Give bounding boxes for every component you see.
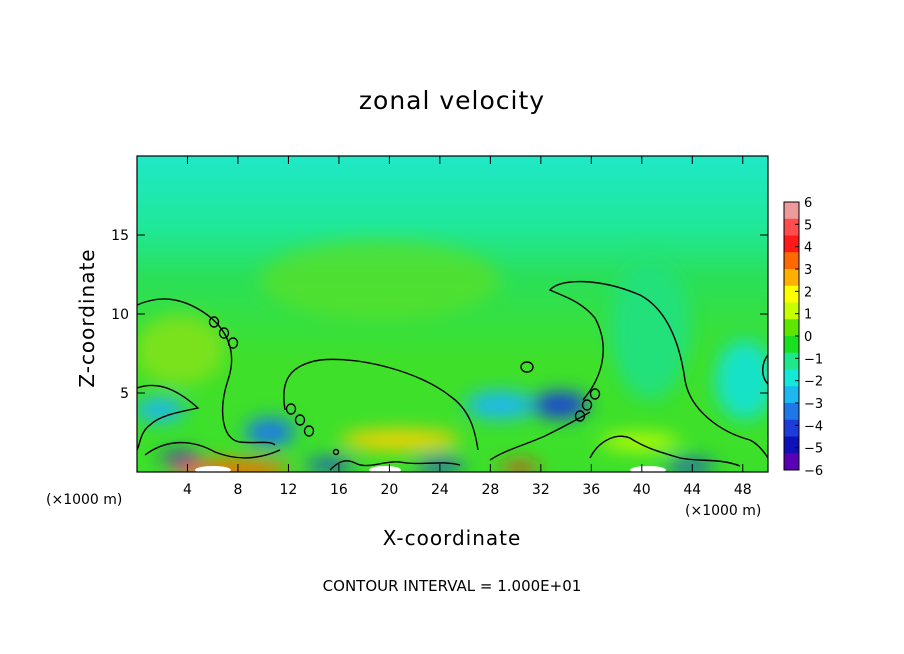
colorbar-segment	[784, 403, 799, 421]
colorbar-tick-label: 0	[804, 330, 812, 345]
contour-loop	[574, 410, 586, 422]
colorbar-segment	[784, 218, 799, 236]
field-blob	[137, 315, 225, 385]
colorbar-tick-label: 5	[804, 218, 812, 233]
field-blob	[610, 260, 690, 400]
contour-line	[137, 298, 276, 446]
surface-patch	[369, 466, 401, 472]
chart-title: zonal velocity	[358, 86, 546, 115]
surface-patch	[630, 466, 666, 472]
colorbar-segment	[784, 336, 799, 354]
colorbar-segment	[784, 453, 799, 471]
field-blob	[260, 240, 500, 320]
x-tick-label: 4	[183, 482, 192, 498]
field-blob	[160, 452, 200, 464]
colorbar-tick-label: 2	[804, 285, 812, 300]
contour-loop	[285, 403, 297, 415]
field-blob	[245, 418, 295, 446]
x-tick-label: 40	[633, 482, 651, 498]
contour-loop	[227, 337, 239, 349]
field-blob	[532, 392, 588, 418]
field-blob	[465, 391, 535, 419]
contour-loop	[332, 448, 340, 456]
contour-loop	[303, 425, 315, 437]
colorbar-segment	[784, 436, 799, 454]
x-unit-label-left: (×1000 m)	[46, 492, 123, 508]
colorbar-tick-label: −4	[804, 419, 823, 434]
colorbar-tick-label: 4	[804, 241, 812, 256]
contour-line	[137, 384, 200, 451]
x-tick-label: 48	[734, 482, 752, 498]
colorbar-segment	[784, 269, 799, 287]
colorbar-segment	[784, 202, 799, 220]
field-blob	[600, 434, 680, 450]
contour-lines	[137, 280, 768, 471]
contour-loop	[294, 414, 306, 426]
x-tick-label: 32	[532, 482, 550, 498]
contour-line	[589, 435, 741, 467]
colorbar-tick-label: −5	[804, 442, 823, 457]
contour-line	[283, 358, 479, 451]
field-blob	[500, 463, 540, 472]
contour-loop	[218, 327, 230, 339]
x-unit-label-right: (×1000 m)	[685, 503, 762, 519]
y-tick-label: 10	[111, 307, 129, 323]
colorbar-tick-label: −2	[804, 375, 823, 390]
colorbar-segment	[784, 419, 799, 437]
contour-loop	[581, 399, 593, 411]
x-tick-label: 12	[280, 482, 298, 498]
colorbar-segment	[784, 235, 799, 253]
contour-interval-note: CONTOUR INTERVAL = 1.000E+01	[322, 577, 582, 595]
contour-loop	[520, 361, 534, 373]
colorbar-segment	[784, 386, 799, 404]
x-axis: 4 8 12 16 20 24 28 32 36 40 44 48	[183, 156, 752, 498]
contour-loop	[208, 316, 220, 328]
colorbar-tick-label: 6	[804, 196, 812, 211]
y-tick-label: 5	[120, 386, 129, 402]
field-blob	[340, 430, 460, 450]
colorbar-segment	[784, 302, 799, 320]
field-blobs	[137, 240, 768, 472]
contour-line	[762, 354, 768, 385]
x-tick-label: 44	[683, 482, 701, 498]
field-blob	[137, 398, 185, 422]
y-tick-label: 15	[111, 228, 129, 244]
x-axis-title: X-coordinate	[382, 526, 522, 550]
x-tick-label: 28	[481, 482, 499, 498]
contour-line	[329, 460, 461, 471]
colorbar-segment	[784, 369, 799, 387]
x-tick-label: 8	[233, 482, 242, 498]
y-axis-title: Z-coordinate	[75, 248, 99, 388]
colorbar-tick-label: 1	[804, 308, 812, 323]
x-tick-label: 20	[380, 482, 398, 498]
field-blob	[665, 460, 715, 472]
colorbar-segment	[784, 252, 799, 270]
contour-line	[548, 280, 768, 459]
x-tick-label: 36	[582, 482, 600, 498]
colorbar-tick-label: −3	[804, 397, 823, 412]
colorbar-tick-label: 3	[804, 263, 812, 278]
field-layer	[137, 156, 768, 472]
colorbar-segment	[784, 285, 799, 303]
surface-patch	[195, 466, 231, 472]
y-axis: 5 10 15	[111, 228, 768, 402]
colorbar-segment	[784, 352, 799, 370]
x-tick-label: 24	[431, 482, 449, 498]
contour-line	[489, 411, 591, 461]
field-blob	[715, 340, 768, 420]
colorbar-tick-label: −1	[804, 352, 823, 367]
colorbar-tick-label: −6	[804, 464, 823, 479]
contour-line	[144, 441, 281, 459]
contour-loop	[589, 388, 601, 400]
colorbar: 6 5 4 3 2 1 0 −1 −2 −3 −4 −5 −6	[783, 196, 823, 479]
colorbar-segment	[784, 319, 799, 337]
x-tick-label: 16	[330, 482, 348, 498]
